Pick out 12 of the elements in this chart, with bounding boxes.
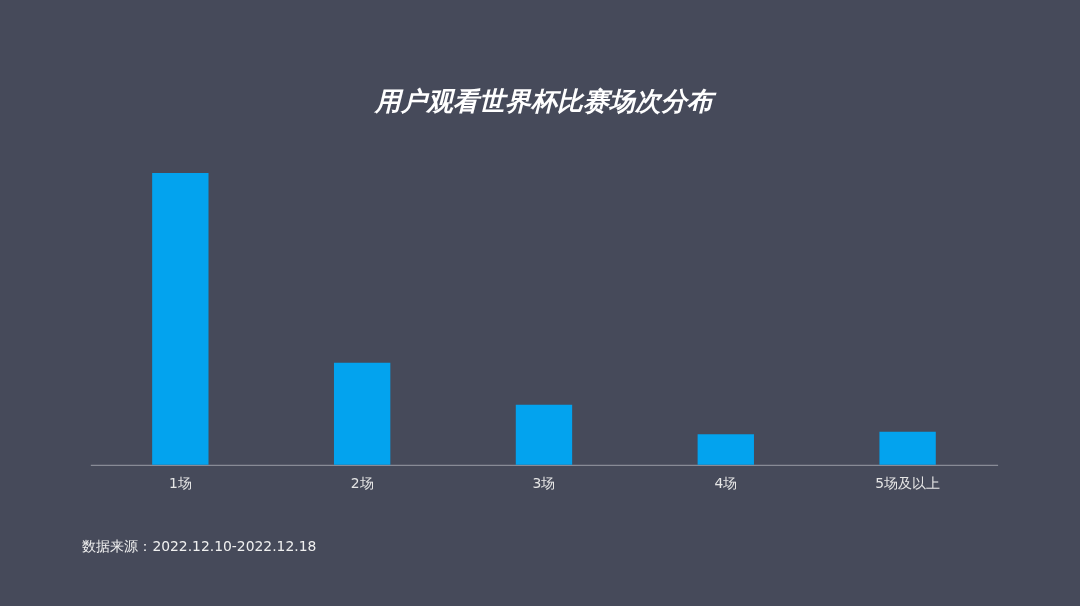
bar [152,172,209,465]
x-tick-label: 5场及以上 [875,475,941,492]
bar [879,431,936,465]
chart-title: 用户观看世界杯比赛场次分布 [372,86,717,117]
bar [515,404,573,465]
x-tick-label: 3场 [532,475,556,492]
x-tick-label: 1场 [168,475,192,492]
bar [697,434,754,465]
x-tick-label: 2场 [350,475,374,492]
source-note: 数据来源：2022.12.10-2022.12.18 [82,538,317,555]
x-tick-label: 4场 [714,475,738,492]
bar [333,362,391,465]
